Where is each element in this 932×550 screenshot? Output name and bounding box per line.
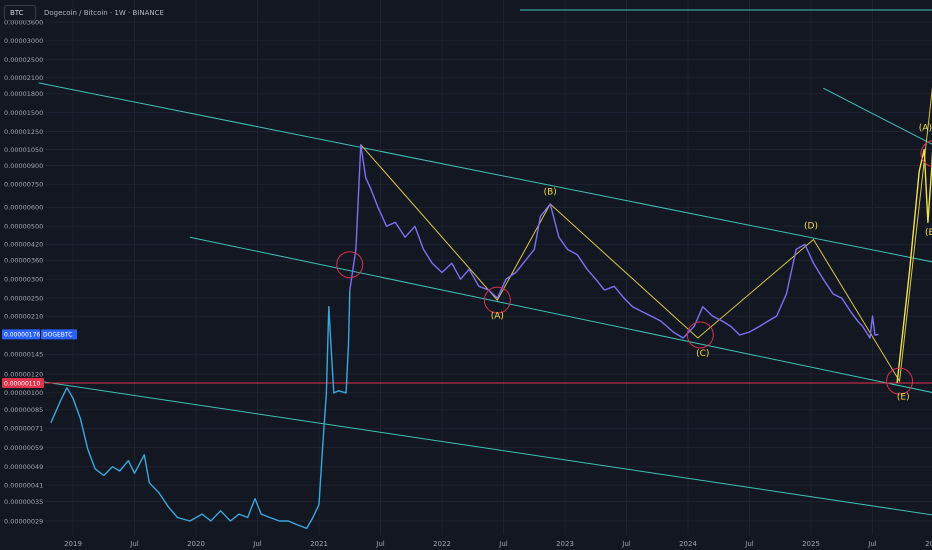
x-tick-label: Jul: [252, 540, 262, 548]
level-price-badge: [2, 378, 44, 389]
symbol-badge-label: DOGEBTC: [43, 332, 72, 339]
target-circle[interactable]: [920, 140, 932, 167]
x-tick-label: 2024: [679, 540, 697, 548]
y-tick-label: 0.00000145: [4, 351, 43, 359]
zigzag-pattern[interactable]: [360, 19, 932, 383]
x-tick-label: Jul: [375, 540, 385, 548]
x-tick-label: Jul: [498, 540, 508, 548]
wave-label: (A): [919, 124, 932, 134]
x-tick-label: 2021: [310, 540, 328, 548]
trendline[interactable]: [189, 236, 932, 550]
chart-header: BTC Dogecoin / Bitcoin · 1W · BINANCE: [4, 4, 164, 22]
y-tick-label: 0.00000059: [4, 444, 43, 452]
y-tick-label: 0.00000035: [4, 498, 43, 506]
wave-labels: (A)(B)(C)(D)(E)(A)(B)(C): [491, 124, 932, 403]
y-tick-label: 0.00000029: [4, 517, 43, 525]
y-tick-label: 0.00000210: [4, 312, 43, 320]
y-tick-label: 0.00000420: [4, 241, 43, 249]
wave-label: (E): [897, 392, 910, 402]
y-tick-label: 0.00000600: [4, 204, 43, 212]
y-tick-label: 0.00000900: [4, 162, 43, 170]
y-tick-label: 0.00000041: [4, 481, 43, 489]
x-tick-label: 2020: [187, 540, 205, 548]
x-tick-label: Jul: [621, 540, 631, 548]
level-price-value: 0.00000110: [4, 380, 40, 387]
wave-label: (A): [491, 312, 504, 322]
grid: [45, 0, 932, 535]
wave-label: (D): [804, 221, 818, 231]
target-circle[interactable]: [686, 321, 714, 349]
price-series: [50, 143, 932, 530]
target-circle[interactable]: [886, 367, 914, 395]
y-tick-label: 0.00002100: [4, 74, 43, 82]
trendline[interactable]: [38, 82, 932, 341]
y-tick-label: 0.00003600: [4, 18, 43, 26]
x-tick-label: 2025: [802, 540, 820, 548]
chart-title: Dogecoin / Bitcoin · 1W · BINANCE: [44, 9, 164, 17]
y-tick-label: 0.00002500: [4, 56, 43, 64]
series-line-purple: [349, 143, 879, 339]
trendlines[interactable]: [38, 28, 932, 550]
price-badges: 0.00000176 DOGEBTC 0.00000110: [2, 329, 77, 389]
y-tick-label: 0.00000750: [4, 181, 43, 189]
wave-label: (C): [696, 349, 709, 359]
wave-label: (B): [544, 187, 557, 197]
y-tick-label: 0.00000250: [4, 294, 43, 302]
horizontal-levels[interactable]: [45, 9, 932, 384]
target-circle[interactable]: [336, 251, 364, 279]
target-circle[interactable]: [483, 286, 511, 314]
y-tick-label: 0.00000071: [4, 425, 43, 433]
y-tick-label: 0.00000100: [4, 389, 43, 397]
x-tick-label: Jul: [867, 540, 877, 548]
y-tick-label: 0.00000360: [4, 257, 43, 265]
y-tick-label: 0.00000120: [4, 370, 43, 378]
y-tick-label: 0.00001250: [4, 128, 43, 136]
y-tick-label: 0.00000085: [4, 406, 43, 414]
zigzag-line[interactable]: [360, 19, 932, 383]
y-tick-label: 0.00000500: [4, 223, 43, 231]
x-tick-label: 2023: [556, 540, 574, 548]
symbol-search-box[interactable]: BTC: [4, 5, 36, 21]
current-price-badge: [2, 329, 40, 340]
price-axis[interactable]: 0.00003600 0.00003000 0.00002500 0.00002100…: [4, 18, 43, 525]
y-tick-label: 0.00001500: [4, 109, 43, 117]
x-tick-label: 2022: [433, 540, 451, 548]
x-tick-label: 2019: [64, 540, 82, 548]
wave-label: (B): [925, 228, 932, 238]
y-tick-label: 0.00001050: [4, 146, 43, 154]
target-circles[interactable]: [336, 140, 932, 395]
y-tick-label: 0.00003000: [4, 37, 43, 45]
series-line-blue: [50, 290, 351, 530]
y-tick-label: 0.00000049: [4, 463, 43, 471]
x-tick-label: Jul: [744, 540, 754, 548]
trendline[interactable]: [38, 380, 932, 550]
y-tick-label: 0.00001800: [4, 90, 43, 98]
current-price-value: 0.00000176: [4, 332, 40, 339]
x-tick-label: Jul: [129, 540, 139, 548]
symbol-badge: [41, 329, 77, 340]
time-axis[interactable]: 2019 Jul 2020 Jul 2021 Jul 2022 Jul 2023 Jul 2024 J…: [64, 540, 932, 548]
y-tick-label: 0.00000300: [4, 275, 43, 283]
x-tick-label: 2026: [925, 540, 932, 548]
